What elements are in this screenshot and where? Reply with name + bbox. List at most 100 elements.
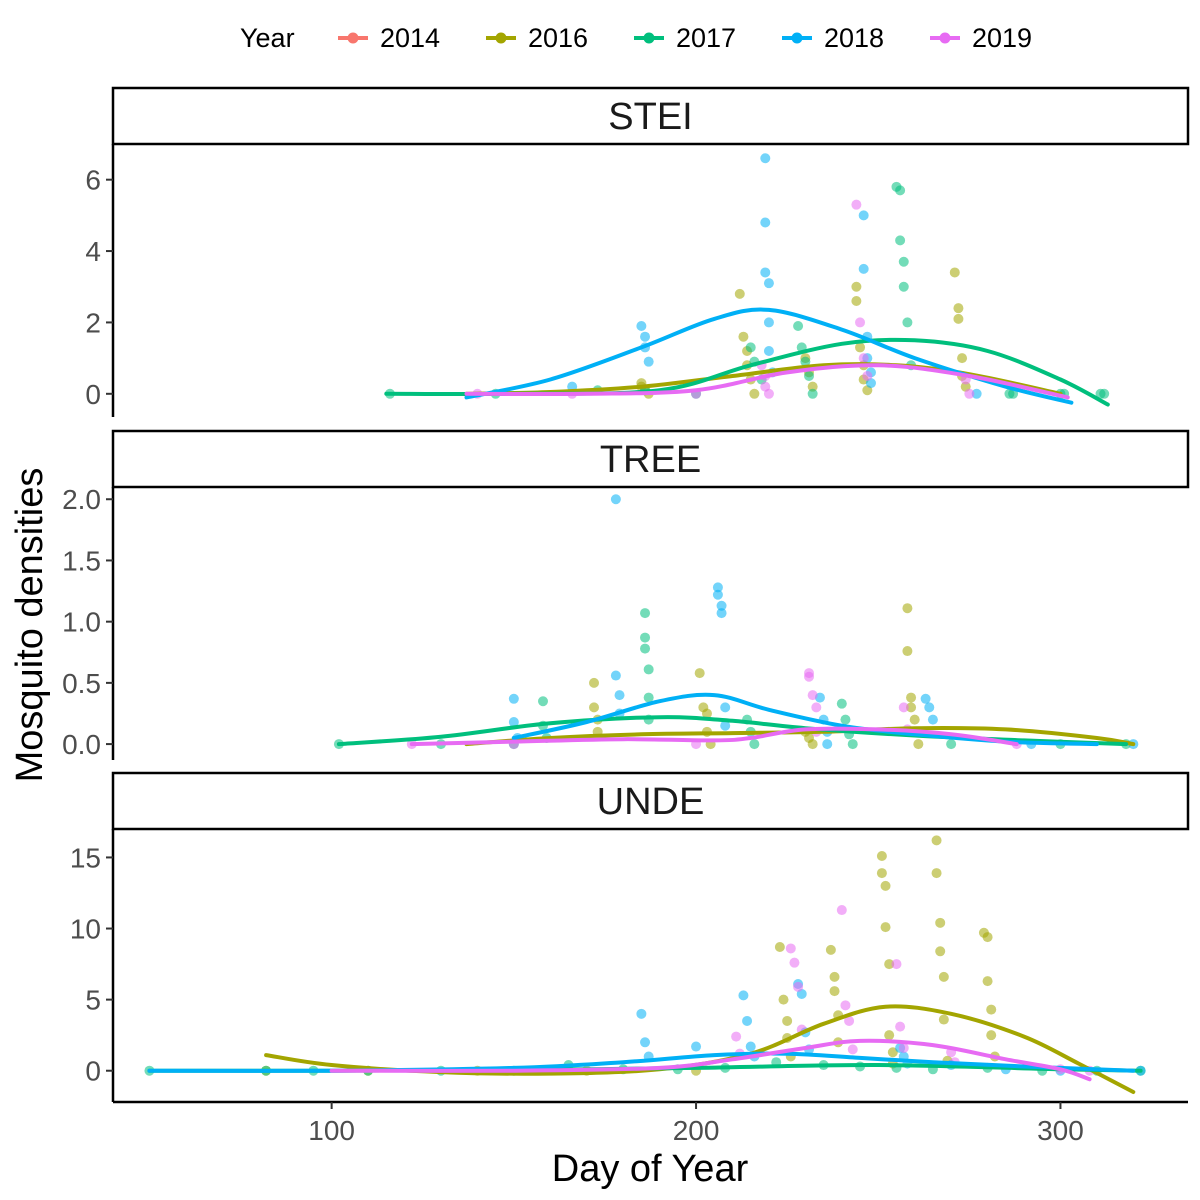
data-point-2019 <box>858 353 869 364</box>
y-tick-label: 0 <box>85 1056 101 1087</box>
smooth-line-2019 <box>329 1038 1092 1082</box>
data-points <box>384 153 1110 399</box>
data-point-2019 <box>847 1044 858 1055</box>
y-tick-label: 6 <box>85 165 101 196</box>
data-point-2018 <box>643 356 654 367</box>
legend-label: 2019 <box>972 23 1032 53</box>
data-point-2016 <box>807 739 818 750</box>
facet-panel-tree: TREE 0.0 0.5 1.0 1.5 2.0 <box>62 429 1190 760</box>
legend-key-point <box>347 32 359 44</box>
legend-label: 2014 <box>380 23 440 53</box>
legend-label: 2018 <box>824 23 884 53</box>
data-point-2016 <box>807 381 818 392</box>
data-point-2017 <box>902 317 913 328</box>
legend-item-2019: 2019 <box>930 23 1032 53</box>
data-point-2016 <box>701 708 712 719</box>
data-point-2018 <box>927 714 938 725</box>
data-point-2016 <box>774 942 785 953</box>
data-point-2018 <box>924 702 935 713</box>
smooth-line-2019 <box>464 363 1070 400</box>
y-tick-label: 10 <box>70 914 101 945</box>
data-point-2019 <box>964 388 975 399</box>
legend-item-2018: 2018 <box>782 23 884 53</box>
data-point-2016 <box>949 267 960 278</box>
data-point-2017 <box>640 632 651 643</box>
data-point-2016 <box>982 932 993 943</box>
data-point-2016 <box>938 971 949 982</box>
y-tick-label: 0.0 <box>62 729 101 760</box>
data-point-2017 <box>640 608 651 619</box>
data-point-2016 <box>913 739 924 750</box>
smooth-lines <box>147 1004 1143 1094</box>
data-point-2018 <box>745 1041 756 1052</box>
data-point-2016 <box>851 281 862 292</box>
data-point-2018 <box>760 267 771 278</box>
data-point-2018 <box>712 589 723 600</box>
data-point-2016 <box>589 702 600 713</box>
legend: Year 2014 2016 2017 2018 2019 <box>240 23 1032 53</box>
data-point-2016 <box>902 603 913 614</box>
legend-key-point <box>643 32 655 44</box>
data-point-2016 <box>982 976 993 987</box>
y-axis-title: Mosquito densities <box>9 468 51 783</box>
x-tick-label: 300 <box>1037 1115 1084 1146</box>
data-point-2017 <box>538 696 548 707</box>
data-point-2017 <box>836 698 847 709</box>
data-point-2018 <box>858 210 869 221</box>
data-points <box>333 494 1139 750</box>
data-point-2017 <box>804 370 815 381</box>
x-tick-label: 200 <box>673 1115 720 1146</box>
data-point-2016 <box>782 1015 793 1026</box>
data-point-2018 <box>858 263 869 274</box>
data-point-2019 <box>785 943 796 954</box>
data-point-2017 <box>793 321 804 331</box>
data-point-2016 <box>876 851 887 862</box>
data-point-2017 <box>895 185 906 196</box>
data-point-2018 <box>716 600 727 611</box>
data-point-2017 <box>800 356 811 367</box>
data-point-2017 <box>643 692 654 703</box>
data-point-2019 <box>731 1031 742 1042</box>
data-point-2016 <box>694 668 705 679</box>
data-point-2016 <box>931 835 942 846</box>
data-point-2016 <box>851 296 862 307</box>
y-tick-label: 15 <box>70 842 101 873</box>
x-axis-title: Day of Year <box>552 1148 749 1190</box>
data-point-2018 <box>738 990 749 1001</box>
data-point-2016 <box>778 994 789 1005</box>
data-point-2016 <box>829 986 840 997</box>
y-tick-label: 1.5 <box>62 545 101 576</box>
smooth-lines <box>336 692 1136 747</box>
data-point-2018 <box>763 278 774 289</box>
data-point-2019 <box>807 690 818 701</box>
data-point-2016 <box>749 388 760 399</box>
data-point-2016 <box>906 702 917 713</box>
data-point-2017 <box>847 739 858 750</box>
data-point-2016 <box>953 313 964 324</box>
data-point-2018 <box>763 317 774 328</box>
data-point-2018 <box>760 153 771 164</box>
data-point-2016 <box>876 868 887 879</box>
data-point-2016 <box>986 1030 997 1041</box>
data-point-2018 <box>763 345 774 356</box>
facet-strip-label: TREE <box>600 439 701 481</box>
data-point-2019 <box>836 905 847 916</box>
legend-item-2017: 2017 <box>634 23 736 53</box>
data-point-2019 <box>851 199 862 210</box>
data-points <box>144 835 1146 1076</box>
data-point-2016 <box>589 677 600 688</box>
data-point-2016 <box>909 714 920 725</box>
data-point-2017 <box>640 643 651 654</box>
y-tick-label: 4 <box>85 236 101 267</box>
data-point-2016 <box>935 917 946 928</box>
facet-strip-label: UNDE <box>597 781 705 823</box>
data-point-2017 <box>895 235 906 246</box>
data-point-2017 <box>946 739 957 750</box>
data-point-2016 <box>738 331 749 342</box>
data-point-2018 <box>712 582 723 593</box>
facet-panel-stei: STEI 0 2 4 6 <box>85 86 1190 417</box>
y-tick-label: 0 <box>85 379 101 410</box>
data-point-2019 <box>804 671 815 682</box>
y-tick-label: 2 <box>85 307 101 338</box>
